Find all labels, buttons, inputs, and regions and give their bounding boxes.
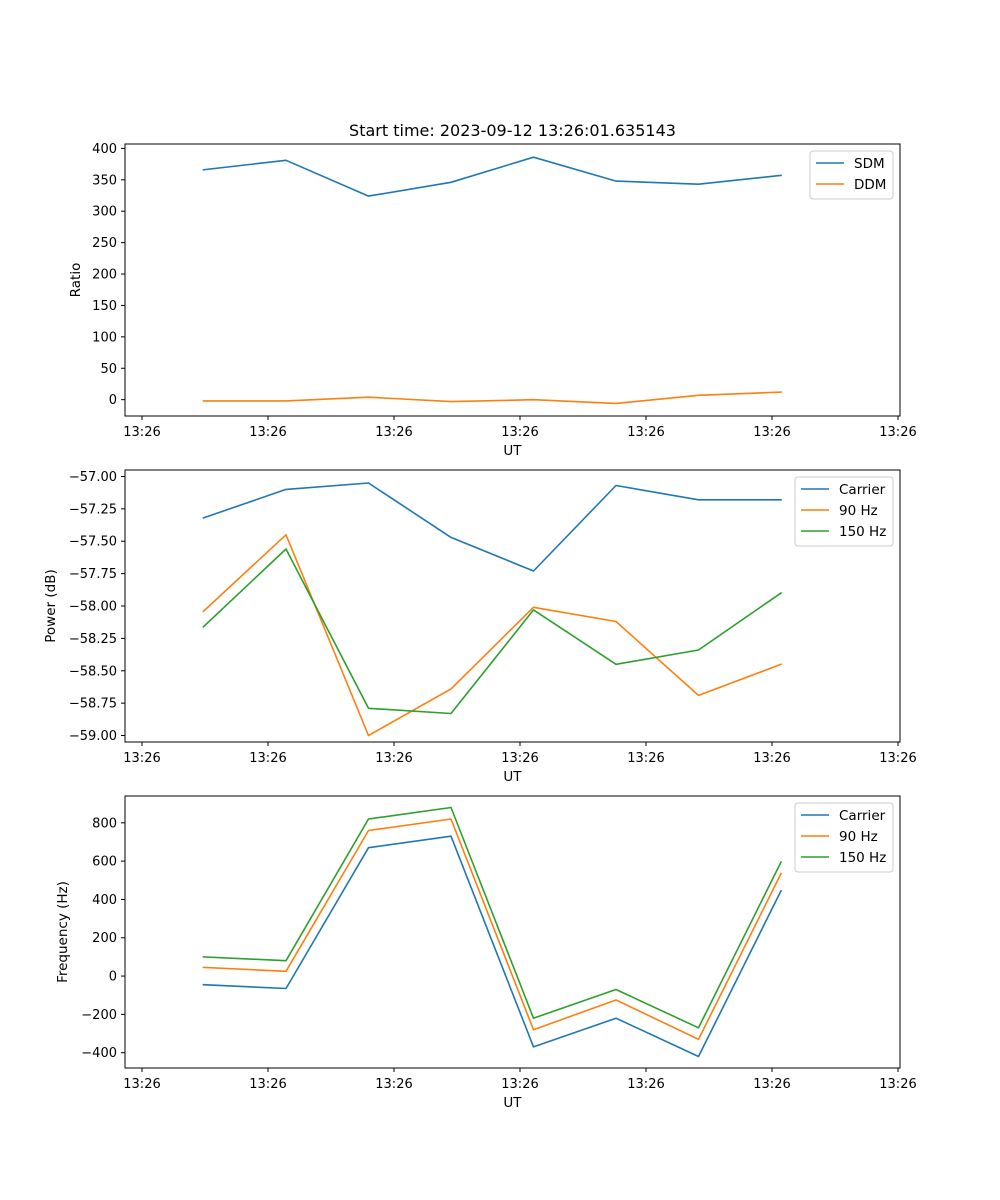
frequency-panel: −400 −200 0 200 400 600 800 13:26 13:26 13:26 13:2…: [55, 795, 917, 1111]
y-axis-label: Frequency (Hz): [55, 881, 71, 983]
y-tick-label: 150: [92, 299, 117, 314]
y-tick-label: −57.00: [69, 470, 117, 485]
x-tick-label: 13:26: [879, 425, 916, 440]
y-tick-label: 400: [92, 893, 117, 908]
series-line-ddm: [202, 391, 782, 405]
y-tick-label: −400: [81, 1046, 117, 1061]
x-axis-label: UT: [503, 1095, 522, 1111]
x-tick-label: 13:26: [627, 1077, 664, 1092]
x-tick-label: 13:26: [501, 751, 538, 766]
series-line-carrier: [202, 835, 783, 1058]
plot-area-frame: [124, 143, 901, 417]
y-tick-label: 50: [100, 362, 117, 377]
legend-box: [794, 476, 894, 547]
legend-label: DDM: [854, 177, 886, 193]
x-axis-label: UT: [503, 443, 522, 459]
legend-label: 150 Hz: [839, 524, 886, 540]
legend: Carrier 90 Hz 150 Hz: [794, 476, 894, 547]
x-tick-label: 13:26: [753, 751, 790, 766]
y-tick-label: 200: [92, 268, 117, 283]
y-tick-label: −58.50: [69, 664, 117, 679]
y-tick-label: 0: [109, 970, 117, 985]
ratio-panel: Start time: 2023-09-12 13:26:01.635143 0…: [68, 121, 917, 459]
legend-label: SDM: [854, 156, 885, 172]
series-line-sdm: [202, 156, 782, 197]
legend-label: 150 Hz: [839, 850, 886, 866]
x-tick-label: 13:26: [123, 751, 160, 766]
y-tick-label: −58.00: [69, 600, 117, 615]
y-tick-label: −58.75: [69, 697, 117, 712]
x-tick-label: 13:26: [879, 1077, 916, 1092]
x-tick-label: 13:26: [753, 425, 790, 440]
y-tick-label: 100: [92, 330, 117, 345]
y-tick-label: −58.25: [69, 632, 117, 647]
y-tick-label: −57.25: [69, 502, 117, 517]
y-tick-label: −57.50: [69, 535, 117, 550]
x-tick-label: 13:26: [753, 1077, 790, 1092]
series-line-150-hz: [202, 806, 783, 1029]
y-tick-label: 350: [92, 173, 117, 188]
x-tick-label: 13:26: [501, 1077, 538, 1092]
x-tick-label: 13:26: [879, 751, 916, 766]
x-tick-label: 13:26: [249, 751, 286, 766]
x-tick-label: 13:26: [375, 1077, 412, 1092]
x-tick-label: 13:26: [249, 1077, 286, 1092]
chart-title: Start time: 2023-09-12 13:26:01.635143: [349, 121, 676, 140]
x-tick-label: 13:26: [123, 425, 160, 440]
y-tick-label: 600: [92, 855, 117, 870]
y-tick-label: 200: [92, 931, 117, 946]
series-line-150-hz: [202, 548, 783, 715]
legend-box: [794, 802, 894, 873]
y-tick-label: 0: [109, 393, 117, 408]
x-axis-label: UT: [503, 769, 522, 785]
series-line-90-hz: [202, 533, 783, 737]
y-tick-label: 250: [92, 236, 117, 251]
y-tick-label: −57.75: [69, 567, 117, 582]
y-tick-label: 300: [92, 205, 117, 220]
x-tick-label: 13:26: [375, 751, 412, 766]
legend: Carrier 90 Hz 150 Hz: [794, 802, 894, 873]
x-tick-label: 13:26: [501, 425, 538, 440]
y-tick-label: −200: [81, 1008, 117, 1023]
legend-label: Carrier: [839, 808, 886, 824]
legend-label: 90 Hz: [839, 829, 878, 845]
series-line-90-hz: [202, 818, 783, 1041]
power-panel: −59.00 −58.75 −58.50 −58.25 −58.00 −57.75 −57.…: [43, 469, 917, 785]
y-axis-label: Power (dB): [43, 569, 59, 642]
legend: SDM DDM: [809, 150, 894, 200]
series-line-carrier: [202, 482, 782, 572]
y-tick-label: 400: [92, 142, 117, 157]
x-tick-label: 13:26: [249, 425, 286, 440]
legend-label: Carrier: [839, 482, 886, 498]
y-tick-label: 800: [92, 816, 117, 831]
x-tick-label: 13:26: [627, 751, 664, 766]
x-tick-label: 13:26: [375, 425, 412, 440]
x-tick-label: 13:26: [627, 425, 664, 440]
plot-area-frame: [124, 795, 901, 1069]
legend-label: 90 Hz: [839, 503, 878, 519]
x-tick-label: 13:26: [123, 1077, 160, 1092]
y-axis-label: Ratio: [68, 263, 84, 298]
y-tick-label: −59.00: [69, 729, 117, 744]
